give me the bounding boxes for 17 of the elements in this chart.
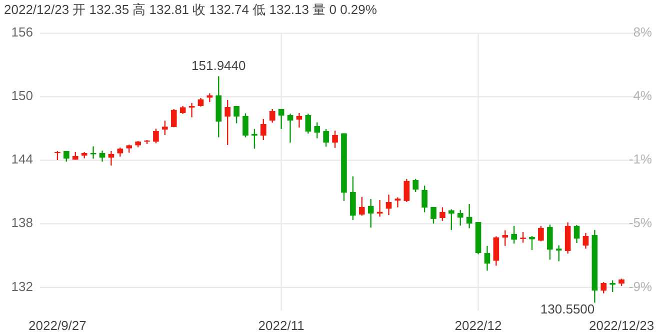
y2-tick-label: -9% (628, 278, 652, 294)
y-tick-label: 138 (11, 215, 33, 230)
y2-tick-label: 4% (633, 88, 652, 104)
x-tick-label: 2022/12 (454, 318, 502, 333)
annotation: 151.9440 (192, 58, 246, 74)
chart-title: 2022/12/23 开 132.35 高 132.81 收 132.74 低 132.13 量 0 0.29% (4, 2, 378, 17)
annotation: 130.5500 (540, 301, 595, 316)
x-tick-label: 2022/12/23 (588, 318, 654, 333)
x-tick-label: 2022/11 (258, 318, 304, 333)
y-tick-label: 156 (11, 24, 33, 40)
x-tick-label: 2022/9/27 (28, 318, 86, 333)
y2-tick-label: -5% (628, 215, 652, 230)
y2-tick-label: 8% (633, 24, 652, 40)
y-tick-label: 144 (11, 152, 33, 167)
y-tick-label: 132 (11, 278, 33, 294)
y2-tick-label: -1% (628, 152, 652, 167)
y-tick-label: 150 (11, 88, 33, 104)
